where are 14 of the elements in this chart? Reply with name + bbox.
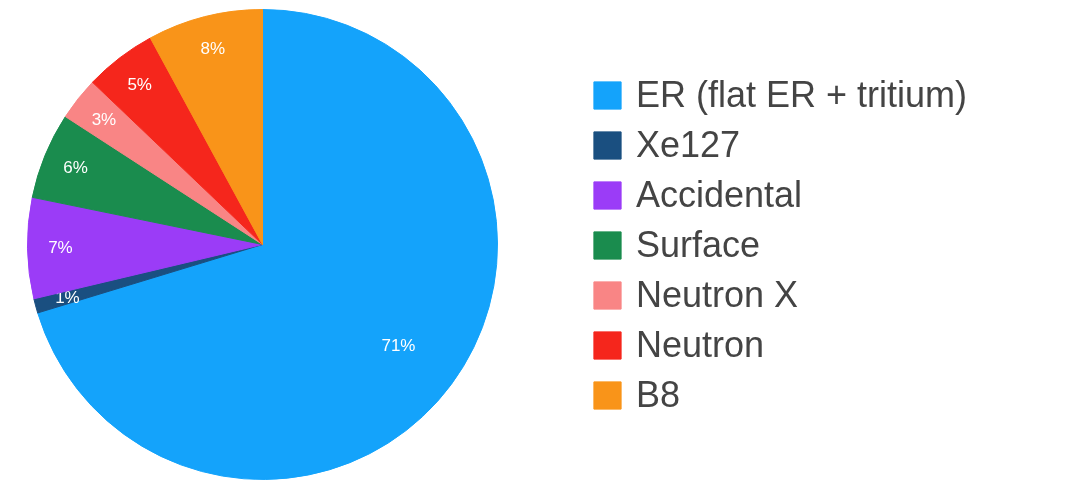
legend-label: Accidental (636, 174, 803, 216)
data-label: 5% (127, 74, 152, 94)
data-label: 71% (381, 335, 416, 355)
data-label: 1% (55, 287, 80, 307)
legend-label: Neutron X (636, 274, 799, 316)
legend-label: B8 (636, 374, 681, 416)
legend-label: Neutron (636, 324, 765, 366)
data-label: 6% (63, 158, 88, 178)
data-label: 3% (91, 109, 117, 129)
data-label: 7% (48, 238, 73, 258)
data-label: 8% (200, 39, 226, 59)
legend-label: Surface (636, 224, 761, 266)
legend-label: ER (flat ER + tritium) (636, 74, 968, 116)
legend-label: Xe127 (636, 124, 741, 166)
